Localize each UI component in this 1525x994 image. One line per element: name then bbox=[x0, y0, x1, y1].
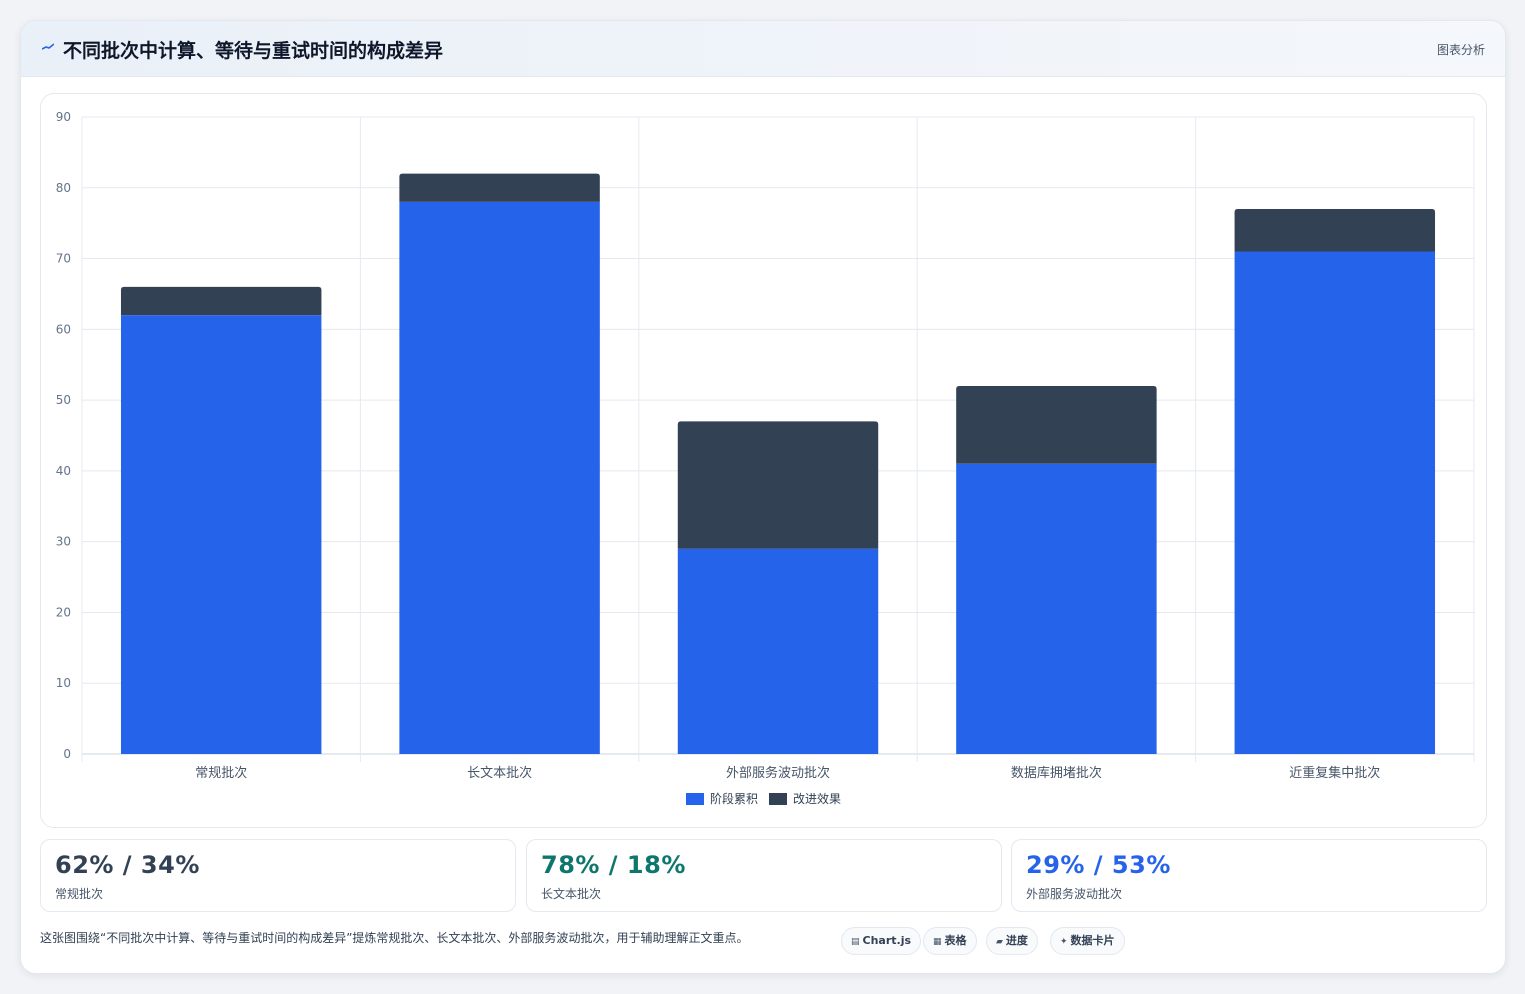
card-header: 不同批次中计算、等待与重试时间的构成差异 图表分析 bbox=[21, 21, 1505, 77]
y-tick-label: 0 bbox=[63, 747, 71, 761]
chip-progress[interactable]: ▰ 进度 bbox=[986, 927, 1038, 955]
chart-title: 不同批次中计算、等待与重试时间的构成差异 bbox=[63, 40, 444, 62]
sparkline-icon bbox=[42, 43, 54, 50]
stat-card-2: 29% / 53% 外部服务波动批次 bbox=[1011, 839, 1487, 912]
table-icon: ▦ bbox=[933, 937, 942, 947]
legend-label: 阶段累积 bbox=[710, 791, 758, 806]
stat-card-1: 78% / 18% 长文本批次 bbox=[526, 839, 1002, 912]
x-tick-label: 数据库拥堵批次 bbox=[1011, 765, 1102, 781]
data-card-icon: ✦ bbox=[1060, 937, 1068, 947]
y-tick-label: 30 bbox=[56, 535, 71, 549]
x-tick-label: 长文本批次 bbox=[467, 765, 532, 781]
progress-icon: ▰ bbox=[996, 937, 1003, 947]
x-tick-label: 近重复集中批次 bbox=[1289, 765, 1380, 781]
chip-data-card[interactable]: ✦ 数据卡片 bbox=[1050, 927, 1125, 955]
stat-card-0: 62% / 34% 常规批次 bbox=[40, 839, 516, 912]
x-tick-label: 常规批次 bbox=[195, 765, 247, 781]
stat-cards: 62% / 34% 常规批次 78% / 18% 长文本批次 29% / 53%… bbox=[40, 839, 1487, 912]
chart-icon: ▤ bbox=[851, 937, 860, 947]
y-tick-label: 40 bbox=[56, 464, 71, 478]
bar-stage bbox=[120, 315, 322, 754]
stat-value: 29% / 53% bbox=[1026, 851, 1171, 879]
bar-improve bbox=[120, 286, 322, 316]
y-tick-label: 80 bbox=[56, 181, 71, 195]
chip-table[interactable]: ▦ 表格 bbox=[923, 927, 977, 955]
chip-label: 数据卡片 bbox=[1070, 934, 1115, 947]
y-tick-label: 60 bbox=[56, 322, 71, 336]
stat-value: 78% / 18% bbox=[541, 851, 686, 879]
bar-improve bbox=[1234, 209, 1436, 252]
chip-label: 进度 bbox=[1005, 934, 1028, 947]
bar-stage bbox=[956, 463, 1157, 754]
chip-label: Chart.js bbox=[862, 934, 912, 947]
x-tick-label: 外部服务波动批次 bbox=[726, 765, 830, 781]
bar-improve bbox=[956, 385, 1157, 464]
bar-stage bbox=[399, 201, 600, 754]
y-tick-label: 50 bbox=[56, 393, 71, 407]
legend-label: 改进效果 bbox=[793, 791, 841, 806]
stat-value: 62% / 34% bbox=[55, 851, 200, 879]
bar-improve bbox=[677, 421, 879, 549]
chart-analysis-tag[interactable]: 图表分析 bbox=[1436, 43, 1485, 57]
chart-caption: 这张图围绕“不同批次中计算、等待与重试时间的构成差异”提炼常规批次、长文本批次、… bbox=[40, 931, 749, 945]
bar-improve bbox=[399, 173, 600, 202]
y-tick-label: 20 bbox=[56, 605, 71, 619]
y-tick-label: 10 bbox=[56, 676, 71, 690]
bar-stage bbox=[677, 548, 879, 754]
chip-label: 表格 bbox=[944, 934, 967, 947]
chart-panel: 0 10 20 30 40 50 60 70 80 90 常规批次 长文本批次 外部服务波动批次 数据库拥… bbox=[40, 93, 1487, 828]
legend-swatch bbox=[686, 793, 704, 805]
y-tick-label: 70 bbox=[56, 252, 71, 266]
chip-chartjs[interactable]: ▤ Chart.js bbox=[841, 927, 922, 955]
stat-label: 长文本批次 bbox=[541, 887, 602, 901]
legend-swatch bbox=[769, 793, 787, 805]
stat-label: 常规批次 bbox=[55, 887, 104, 901]
y-tick-label: 90 bbox=[56, 110, 71, 124]
chart-card: 不同批次中计算、等待与重试时间的构成差异 图表分析 0 10 20 30 40 50 60 7… bbox=[20, 20, 1506, 974]
stacked-bar-chart: 0 10 20 30 40 50 60 70 80 90 常规批次 长文本批次 外部服务波动批次 数据库拥… bbox=[56, 110, 1475, 806]
bar-stage bbox=[1234, 251, 1436, 754]
stat-label: 外部服务波动批次 bbox=[1026, 887, 1123, 901]
